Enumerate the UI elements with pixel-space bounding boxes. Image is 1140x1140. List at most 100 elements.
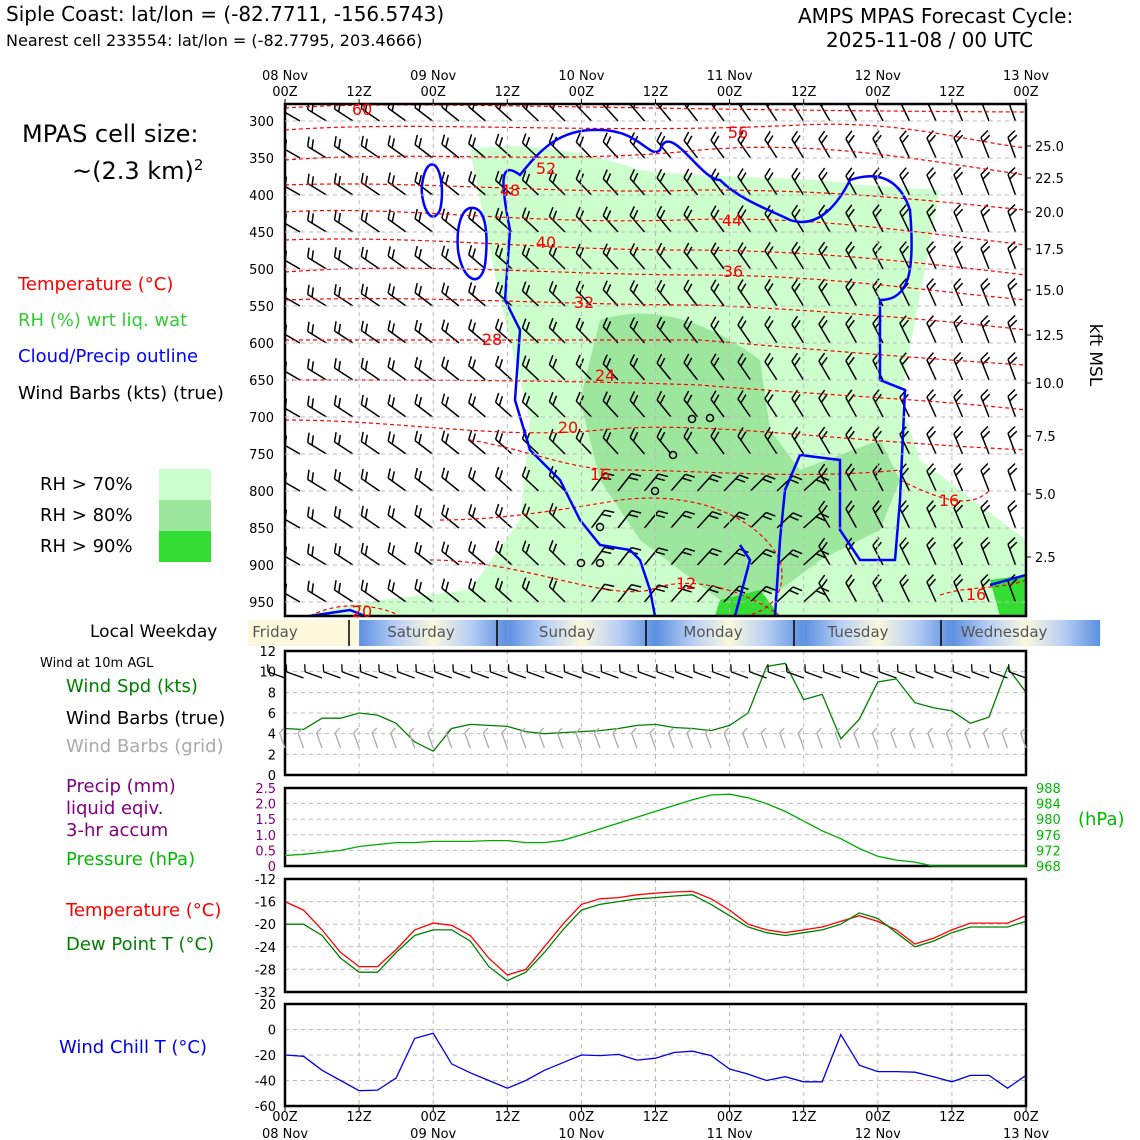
wind-barb-flag [628,587,639,592]
surface-wind-barb [285,664,304,679]
barb-flag [378,664,380,672]
wind-barb-staff [980,322,990,344]
wind-barb-flag [818,315,826,325]
wind-barb-flag [656,131,663,142]
wind-barb-flag [713,357,720,367]
wind-barb-staff [495,253,513,270]
wind-barb [683,316,699,344]
wind-barb-flag [955,208,964,217]
wind-barb-staff [334,589,354,603]
wind-barb-flag [602,169,608,180]
wind-barb [333,358,354,381]
wind-barb-flag [928,356,937,366]
wind-barb [285,361,301,381]
wind-barb-staff [285,516,301,529]
wind-barb [360,394,380,418]
wind-barb-staff [980,137,990,159]
wind-barb-staff [764,176,778,196]
wind-barb-staff [441,217,460,233]
wind-barb-flag [521,281,527,292]
wind-barb [360,283,380,307]
wind-barb-flag [441,245,446,256]
wind-barb-staff [548,289,566,307]
bottom-date-tick: 08 Nov [262,1127,308,1140]
wind-barb [953,352,964,381]
wind-barb-flag [471,433,477,444]
wind-barb-staff [656,362,672,381]
wind-barb-flag [498,396,504,406]
surface-wind-barb [1008,664,1027,679]
wind-barb-flag [414,430,419,441]
surface-wind-barb-grid [779,727,786,749]
wind-barb-flag [792,586,803,592]
wind-barb-staff [845,471,858,492]
wind-barb [414,104,433,122]
wind-barb-staff [818,323,831,344]
wind-barb [926,426,937,455]
barb-flag [507,664,510,672]
wind-barb-staff [285,146,301,159]
wind-barb-flag [391,286,396,297]
barb-staff [964,732,972,749]
chill-panel: 200-20-40-60 [255,998,1028,1115]
wind-barb [953,167,964,196]
wind-barb-flag [820,504,828,514]
wind-barb [629,169,646,196]
wind-barb-flag [901,208,909,218]
wind-barb-staff [818,138,831,159]
wind-barb [656,353,672,381]
wind-barb-flag [683,131,690,141]
barb-staff [471,671,489,679]
wind-barb-flag [793,282,801,292]
wind-barb-flag [494,503,500,514]
wind-barb [387,320,407,344]
barb-staff [353,732,360,749]
wind-barb-staff [791,104,805,122]
panel-y-tick: 1.5 [255,813,276,828]
wind-barb-flag [414,134,419,145]
wind-barb [899,315,911,344]
panel-y-tick: 10 [259,666,276,681]
wind-barb-flag [818,537,826,547]
wind-barb-staff [602,437,619,455]
wind-barb-staff [953,285,964,307]
wind-barb [441,134,460,159]
wind-barb-staff [495,142,513,159]
wind-barb-staff [285,405,301,418]
wind-barb-flag [311,583,315,594]
wind-barb-staff [334,108,354,122]
wind-barb-flag [659,104,666,109]
barb-flag [526,664,529,672]
wind-barb-staff [791,397,805,418]
surface-wind-barb-grid [408,727,416,749]
wind-barb-flag [764,130,771,141]
surface-wind-barb-grid [390,727,397,749]
pressure-y-tick: 972 [1036,844,1061,859]
surface-wind-barb-grid [501,727,508,749]
wind-barb-flag [1009,245,1018,254]
wind-barb-staff [548,141,566,159]
upper-air-panel [283,102,1028,618]
weekday-label: Sunday [539,623,595,641]
wind-barb-staff [285,220,301,233]
wind-barb-flag [740,283,747,293]
wind-barb-flag [494,355,500,366]
pressure-y-tick: 980 [1036,813,1061,828]
wind-barb-staff [899,507,911,529]
wind-barb-flag [955,393,964,402]
wind-barb [953,315,964,344]
wind-barb-staff [656,214,672,233]
surface-wind-barb-grid [649,727,657,749]
wind-barb-staff [629,177,646,196]
barb-staff [1001,732,1009,749]
wind-barb-flag [955,319,964,328]
wind-barb-flag [982,356,991,365]
wind-barb-staff [926,248,937,270]
wind-barb-flag [337,138,342,149]
wind-barb-flag [525,247,531,258]
barb-staff [371,732,379,749]
wind-barb-flag [548,577,554,587]
wind-barb-flag [686,104,693,108]
barb-staff [1008,671,1027,679]
wind-barbs-grid-label: Wind Barbs (grid) [66,736,224,757]
